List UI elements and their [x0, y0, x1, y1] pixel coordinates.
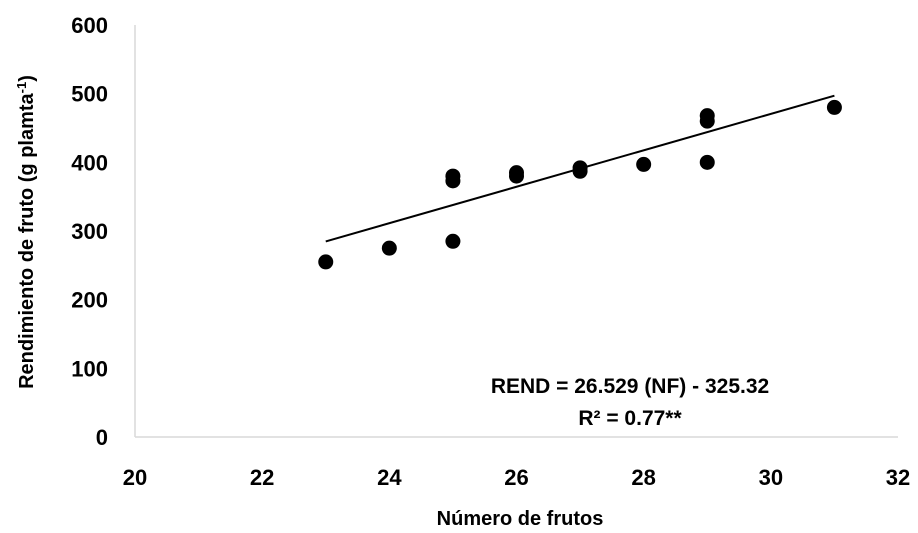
x-tick-label: 26 [504, 465, 528, 490]
data-point [318, 254, 334, 270]
x-tick-label: 28 [631, 465, 655, 490]
data-point [699, 154, 715, 170]
x-tick-label: 20 [123, 465, 147, 490]
data-point [826, 99, 842, 115]
data-point [699, 108, 715, 124]
data-points [318, 99, 842, 270]
y-axis-title-main: Rendimiento de fruto (g plamta [16, 92, 38, 388]
y-axis-title: Rendimiento de fruto (g plamta-1) [14, 75, 39, 389]
y-tick-label: 200 [71, 288, 108, 313]
x-tick-label: 30 [759, 465, 783, 490]
y-tick-label: 300 [71, 219, 108, 244]
axes: 20 22 24 26 28 30 32 0 100 200 300 400 500 600 [71, 13, 910, 490]
y-tick-label: 100 [71, 356, 108, 381]
data-point [572, 160, 588, 176]
data-point [445, 233, 461, 249]
x-tick-label: 24 [377, 465, 402, 490]
y-tick-label: 500 [71, 82, 108, 107]
y-tick-label: 400 [71, 150, 108, 175]
regression-equation: REND = 26.529 (NF) - 325.32 [491, 375, 769, 398]
r-squared-label: R² = 0.77** [578, 407, 682, 430]
y-tick-label: 600 [71, 13, 108, 38]
x-tick-label: 22 [250, 465, 274, 490]
y-axis-title-tail: ) [16, 75, 38, 82]
y-tick-label: 0 [96, 425, 108, 450]
x-axis-title: Número de frutos [437, 508, 604, 530]
data-point [509, 165, 524, 181]
data-point [445, 168, 461, 184]
x-tick-label: 32 [886, 465, 910, 490]
y-axis-title-superscript: -1 [14, 82, 29, 94]
data-point [636, 156, 652, 172]
labels: Número de frutos Rendimiento de fruto (g… [14, 75, 770, 530]
data-point [381, 240, 397, 256]
